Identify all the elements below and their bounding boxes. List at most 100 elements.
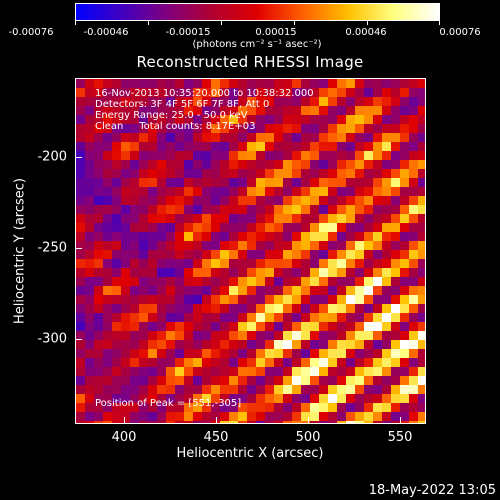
heatmap-cell (202, 295, 211, 304)
heatmap-cell (184, 106, 193, 115)
heatmap-cell (355, 79, 364, 88)
heatmap-cell (175, 421, 184, 423)
heatmap-cell (112, 232, 121, 241)
heatmap-cell (85, 358, 94, 367)
heatmap-cell (418, 160, 425, 169)
heatmap-cell (337, 142, 346, 151)
heatmap-cell (346, 196, 355, 205)
heatmap-cell (139, 88, 148, 97)
heatmap-cell (283, 97, 292, 106)
heatmap-cell (76, 349, 85, 358)
heatmap-cell (166, 160, 175, 169)
heatmap-cell (328, 232, 337, 241)
heatmap-cell (346, 295, 355, 304)
heatmap-cell (202, 187, 211, 196)
heatmap-cell (193, 421, 202, 423)
x-axis-label: Heliocentric X (arcsec) (176, 446, 324, 461)
heatmap-cell (229, 88, 238, 97)
heatmap-cell (400, 331, 409, 340)
heatmap-cell (139, 115, 148, 124)
heatmap-cell (346, 304, 355, 313)
heatmap-cell (148, 250, 157, 259)
heatmap-cell (220, 124, 229, 133)
heatmap-cell (103, 178, 112, 187)
heatmap-cell (328, 304, 337, 313)
heatmap-cell (184, 160, 193, 169)
heatmap-cell (184, 250, 193, 259)
heatmap-cell (292, 313, 301, 322)
heatmap-cell (193, 322, 202, 331)
heatmap-cell (292, 394, 301, 403)
heatmap-cell (274, 124, 283, 133)
heatmap-cell (337, 115, 346, 124)
heatmap-cell (193, 160, 202, 169)
heatmap-cell (328, 142, 337, 151)
heatmap-cell (175, 412, 184, 421)
heatmap-cell (256, 97, 265, 106)
footer-timestamp: 18-May-2022 13:05 (368, 483, 496, 498)
heatmap-cell (148, 304, 157, 313)
heatmap-cell (400, 115, 409, 124)
heatmap-cell (220, 394, 229, 403)
heatmap-cell (292, 403, 301, 412)
heatmap-cell (292, 358, 301, 367)
heatmap-cell (130, 205, 139, 214)
heatmap-cell (94, 106, 103, 115)
heatmap-cell (337, 304, 346, 313)
heatmap-cell (157, 331, 166, 340)
heatmap-cell (256, 385, 265, 394)
heatmap-cell (391, 322, 400, 331)
heatmap-cell (364, 205, 373, 214)
heatmap-cell (256, 421, 265, 423)
heatmap-cell (337, 187, 346, 196)
heatmap-cell (256, 259, 265, 268)
heatmap-cell (220, 268, 229, 277)
heatmap-cell (319, 178, 328, 187)
heatmap-cell (202, 349, 211, 358)
heatmap-cell (103, 115, 112, 124)
heatmap-cell (211, 241, 220, 250)
heatmap-cell (292, 223, 301, 232)
heatmap-cell (202, 376, 211, 385)
heatmap-cell (382, 250, 391, 259)
heatmap-cell (382, 178, 391, 187)
heatmap-cell (220, 295, 229, 304)
heatmap-cell (148, 106, 157, 115)
heatmap-cell (409, 277, 418, 286)
heatmap-cell (94, 115, 103, 124)
heatmap-cell (148, 133, 157, 142)
heatmap-cell (157, 304, 166, 313)
heatmap-cell (283, 349, 292, 358)
heatmap-cell (319, 331, 328, 340)
heatmap-cell (310, 313, 319, 322)
heatmap-cell (382, 142, 391, 151)
heatmap-cell (139, 331, 148, 340)
heatmap-cell (274, 160, 283, 169)
heatmap-cell (319, 115, 328, 124)
heatmap-cell (157, 142, 166, 151)
heatmap-cell (193, 196, 202, 205)
heatmap-cell (391, 187, 400, 196)
heatmap-cell (301, 187, 310, 196)
heatmap-cell (400, 277, 409, 286)
heatmap-cell (94, 178, 103, 187)
heatmap-cell (157, 169, 166, 178)
heatmap-cell (85, 268, 94, 277)
heatmap-cell (283, 79, 292, 88)
heatmap-cell (328, 106, 337, 115)
heatmap-cell (283, 187, 292, 196)
heatmap-cell (274, 106, 283, 115)
heatmap-cell (337, 394, 346, 403)
heatmap-cell (229, 97, 238, 106)
heatmap-cell (139, 97, 148, 106)
heatmap-cell (301, 97, 310, 106)
heatmap-cell (373, 313, 382, 322)
heatmap-cell (373, 286, 382, 295)
heatmap-cell (148, 277, 157, 286)
heatmap-cell (130, 97, 139, 106)
heatmap-cell (247, 160, 256, 169)
heatmap-cell (76, 331, 85, 340)
heatmap-cell (319, 124, 328, 133)
heatmap-cell (364, 142, 373, 151)
heatmap-cell (328, 385, 337, 394)
